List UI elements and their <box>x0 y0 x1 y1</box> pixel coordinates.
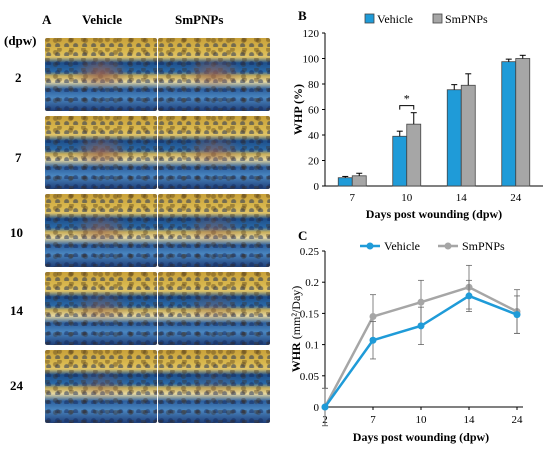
chart-b-legend-swatch-vehicle <box>364 13 375 24</box>
wound-photo-14-smpnps <box>158 272 270 345</box>
chart-c-y-tick-label: 0 <box>314 402 320 414</box>
chart-c-x-label: Days post wounding (dpw) <box>353 430 489 444</box>
chart-c-x-tick-label: 2 <box>322 414 328 426</box>
row-label-24: 24 <box>10 378 23 393</box>
chart-b-bar-smpnps-10 <box>406 123 422 187</box>
column-header-vehicle: Vehicle <box>82 12 122 27</box>
chart-c-x-tick-label: 10 <box>416 414 428 426</box>
wound-photo-7-smpnps <box>158 116 270 189</box>
chart-b-legend-label-smpnps: SmPNPs <box>445 12 488 26</box>
chart-c-y-tick-label: 0.25 <box>300 246 320 258</box>
chart-c-point-vehicle-10 <box>417 322 425 330</box>
chart-c-y-tick-label: 0.2 <box>305 277 319 289</box>
chart-b-x-tick-label: 14 <box>456 192 468 204</box>
chart-b-y-label: WHP (%) <box>291 84 305 135</box>
chart-b-y-tick-label: 40 <box>308 130 320 142</box>
chart-b-y-tick-label: 100 <box>303 54 320 66</box>
wound-photo-2-smpnps <box>158 38 270 111</box>
chart-c-point-smpnps-7 <box>369 313 377 321</box>
chart-b-x-tick-label: 10 <box>401 192 413 204</box>
chart-b-bar-smpnps-7 <box>351 175 367 187</box>
chart-c-legend-label-smpnps: SmPNPs <box>462 239 505 253</box>
chart-c-legend-marker-smpnps <box>444 242 452 250</box>
chart-c-x-tick-label: 14 <box>464 414 476 426</box>
chart-c-y-tick-label: 0.05 <box>300 371 320 383</box>
chart-b-bar-smpnps-14 <box>460 84 476 187</box>
chart-b-legend-label-vehicle: Vehicle <box>377 12 413 26</box>
chart-c-point-vehicle-7 <box>369 336 377 344</box>
panel-b-label: B <box>298 8 307 23</box>
dpw-header: (dpw) <box>4 33 37 48</box>
chart-b-y-tick-label: 80 <box>308 79 320 91</box>
chart-b-x-tick-label: 7 <box>350 192 356 204</box>
chart-c-x-tick-label: 24 <box>512 414 524 426</box>
chart-b-significance-bracket <box>399 105 415 110</box>
chart-c-y-tick-label: 0.15 <box>300 308 320 320</box>
chart-b-bar-vehicle-24 <box>501 61 517 187</box>
wound-photo-24-smpnps <box>158 350 270 423</box>
chart-c-line-smpnps <box>323 285 518 408</box>
chart-b-x-tick-label: 24 <box>510 192 522 204</box>
wound-photo-10-smpnps <box>158 194 270 267</box>
chart-c-point-vehicle-2 <box>321 403 329 411</box>
chart-b-y-tick-label: 120 <box>303 28 320 40</box>
row-label-7: 7 <box>15 150 22 165</box>
chart-c-legend-label-vehicle: Vehicle <box>384 239 420 253</box>
row-label-10: 10 <box>10 225 23 240</box>
chart-b-bar-vehicle-14 <box>446 89 462 187</box>
chart-c-y-label: WHR (mm²/Day) <box>289 286 303 373</box>
wound-photo-10-vehicle <box>45 194 157 267</box>
chart-c-point-smpnps-14 <box>465 283 473 291</box>
chart-c-line-vehicle <box>323 294 518 408</box>
column-header-smpnps: SmPNPs <box>175 12 224 27</box>
wound-photo-14-vehicle <box>45 272 157 345</box>
chart-b-x-label: Days post wounding (dpw) <box>366 207 502 221</box>
chart-b-bar-smpnps-24 <box>515 58 531 187</box>
chart-c-point-smpnps-2 <box>321 403 329 411</box>
chart-c-y-tick-label: 0.1 <box>305 340 319 352</box>
chart-c-point-vehicle-14 <box>465 292 473 300</box>
panel-c-label: C <box>298 228 307 243</box>
chart-b-legend-swatch-smpnps <box>432 13 443 24</box>
chart-c-point-smpnps-24 <box>513 308 521 316</box>
row-label-2: 2 <box>15 70 22 85</box>
chart-b-y-tick-label: 20 <box>308 156 320 168</box>
row-label-14: 14 <box>10 303 23 318</box>
wound-photo-7-vehicle <box>45 116 157 189</box>
chart-c-point-smpnps-10 <box>417 298 425 306</box>
wound-photo-2-vehicle <box>45 38 157 111</box>
wound-photo-24-vehicle <box>45 350 157 423</box>
chart-c-y-label-main: WHR <box>289 339 303 372</box>
chart-b-bar-vehicle-7 <box>337 177 353 187</box>
chart-b-bar-vehicle-10 <box>392 135 408 187</box>
chart-c-y-label-unit: (mm²/Day) <box>289 286 303 340</box>
chart-b-significance-mark: * <box>404 92 410 106</box>
chart-b-y-tick-label: 60 <box>308 105 320 117</box>
panel-a-label: A <box>42 12 52 27</box>
chart-c-legend-marker-vehicle <box>366 242 374 250</box>
chart-b-y-tick-label: 0 <box>314 181 320 193</box>
chart-c-x-tick-label: 7 <box>370 414 376 426</box>
chart-c-point-vehicle-24 <box>513 311 521 319</box>
